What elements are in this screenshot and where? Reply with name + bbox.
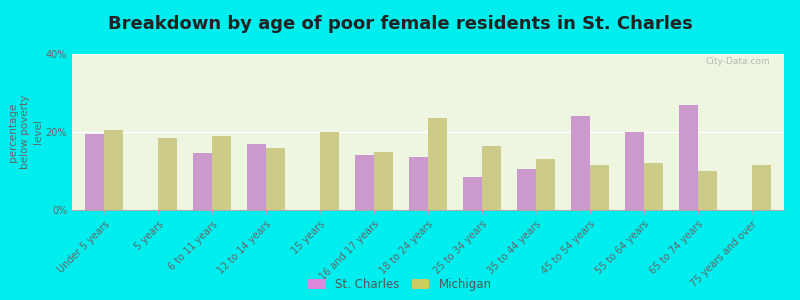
Legend: St. Charles, Michigan: St. Charles, Michigan (308, 278, 492, 291)
Bar (482, 146, 501, 210)
Bar (428, 118, 447, 210)
Bar (212, 136, 231, 210)
Text: City-Data.com: City-Data.com (705, 57, 770, 66)
Bar (374, 152, 393, 210)
Bar (247, 144, 266, 210)
Bar (320, 132, 339, 210)
Bar (752, 165, 770, 210)
Bar (536, 159, 554, 210)
Bar (409, 157, 428, 210)
Bar (679, 105, 698, 210)
Bar (571, 116, 590, 210)
Bar (698, 171, 717, 210)
Bar (355, 155, 374, 210)
Y-axis label: percentage
below poverty
level: percentage below poverty level (8, 95, 43, 169)
Bar (86, 134, 104, 210)
Bar (517, 169, 536, 210)
Bar (625, 132, 644, 210)
Bar (194, 153, 212, 210)
Bar (644, 163, 662, 210)
Bar (104, 130, 123, 210)
Text: Breakdown by age of poor female residents in St. Charles: Breakdown by age of poor female resident… (108, 15, 692, 33)
Bar (463, 177, 482, 210)
Bar (590, 165, 609, 210)
Bar (266, 148, 285, 210)
Bar (158, 138, 177, 210)
